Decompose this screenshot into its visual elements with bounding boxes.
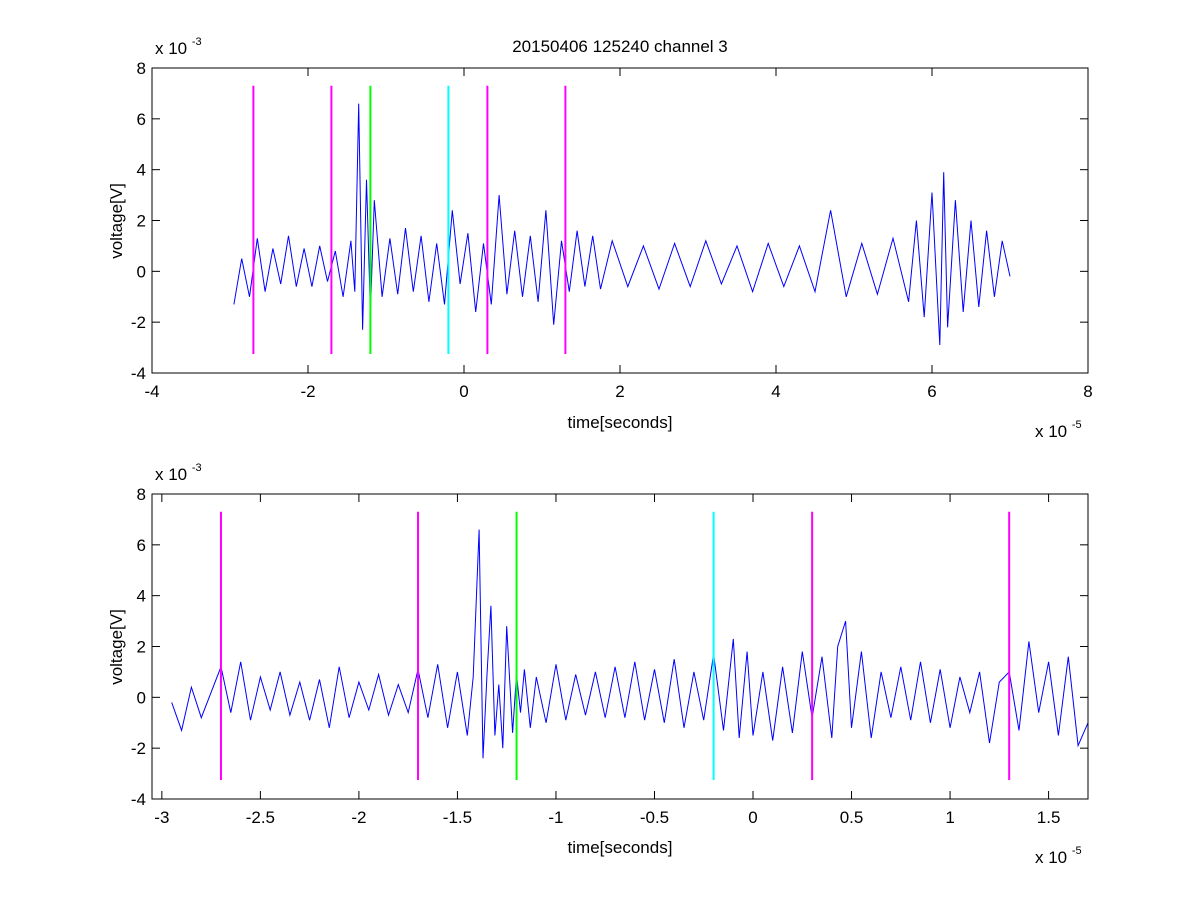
bottom-y-exponent-base: x 10 bbox=[155, 465, 187, 484]
bottom-ylabel: voltage[V] bbox=[107, 609, 126, 685]
x-tick-label: 4 bbox=[771, 382, 780, 401]
top-x-exponent-power: -5 bbox=[1072, 419, 1082, 431]
x-tick-label: 1.5 bbox=[1037, 808, 1061, 827]
x-tick-label: -2 bbox=[300, 382, 315, 401]
bottom-tick-layer: -3 -2.5 -2 -1.5 -1 -0.5 0 0.5 1 1.5 -4 -2 0 2 4 6 8 bbox=[131, 485, 1088, 827]
x-tick-label: 6 bbox=[927, 382, 936, 401]
top-marker-layer bbox=[252, 85, 567, 354]
y-tick-label: 8 bbox=[137, 485, 146, 504]
x-tick-label: 2 bbox=[615, 382, 624, 401]
voltage-trace-line bbox=[171, 529, 1089, 759]
y-tick-label: 0 bbox=[137, 262, 146, 281]
y-tick-label: -2 bbox=[131, 739, 146, 758]
y-tick-label: 0 bbox=[137, 688, 146, 707]
bottom-x-exponent-base: x 10 bbox=[1035, 848, 1067, 867]
x-tick-label: -3 bbox=[154, 808, 169, 827]
top-tick-layer: -4 -2 0 2 4 6 8 -4 -2 0 2 4 6 8 bbox=[131, 59, 1093, 401]
bottom-y-exponent: x 10 -3 bbox=[155, 462, 202, 484]
x-tick-label: 0 bbox=[748, 808, 757, 827]
top-ylabel: voltage[V] bbox=[107, 183, 126, 259]
y-tick-label: 2 bbox=[137, 212, 146, 231]
x-tick-label: -1.5 bbox=[443, 808, 472, 827]
x-tick-label: -0.5 bbox=[640, 808, 669, 827]
y-tick-label: -4 bbox=[131, 790, 146, 809]
x-tick-label: -4 bbox=[144, 382, 159, 401]
x-tick-label: 0.5 bbox=[840, 808, 864, 827]
x-tick-label: 8 bbox=[1083, 382, 1092, 401]
y-tick-label: 6 bbox=[137, 110, 146, 129]
y-tick-label: 4 bbox=[137, 587, 146, 606]
y-tick-label: -2 bbox=[131, 313, 146, 332]
x-tick-label: 1 bbox=[945, 808, 954, 827]
top-xlabel: time[seconds] bbox=[568, 413, 673, 432]
top-x-exponent: x 10 -5 bbox=[1035, 419, 1082, 441]
y-tick-label: 6 bbox=[137, 536, 146, 555]
bottom-plot: -3 -2.5 -2 -1.5 -1 -0.5 0 0.5 1 1.5 -4 -2 0 2 4 6 8 time… bbox=[107, 462, 1089, 867]
bottom-x-exponent-power: -5 bbox=[1072, 845, 1082, 857]
bottom-y-exponent-power: -3 bbox=[192, 462, 202, 474]
y-tick-label: 4 bbox=[137, 161, 146, 180]
top-y-exponent: x 10 -3 bbox=[155, 36, 202, 58]
x-tick-label: -1 bbox=[548, 808, 563, 827]
top-series-layer bbox=[233, 103, 1011, 346]
bottom-x-exponent: x 10 -5 bbox=[1035, 845, 1082, 867]
y-tick-label: 8 bbox=[137, 59, 146, 78]
bottom-marker-layer bbox=[219, 511, 1011, 780]
y-tick-label: -4 bbox=[131, 364, 146, 383]
top-plot: 20150406 125240 channel 3 -4 -2 0 2 4 6 8 -4 -2 0… bbox=[107, 36, 1093, 441]
x-tick-label: -2.5 bbox=[246, 808, 275, 827]
top-y-exponent-base: x 10 bbox=[155, 39, 187, 58]
x-tick-label: -2 bbox=[351, 808, 366, 827]
x-tick-label: 0 bbox=[459, 382, 468, 401]
voltage-trace-line bbox=[233, 103, 1011, 346]
bottom-series-layer bbox=[171, 529, 1089, 759]
chart-title: 20150406 125240 channel 3 bbox=[512, 37, 728, 56]
bottom-xlabel: time[seconds] bbox=[568, 838, 673, 857]
y-tick-label: 2 bbox=[137, 638, 146, 657]
top-y-exponent-power: -3 bbox=[192, 36, 202, 48]
top-x-exponent-base: x 10 bbox=[1035, 422, 1067, 441]
